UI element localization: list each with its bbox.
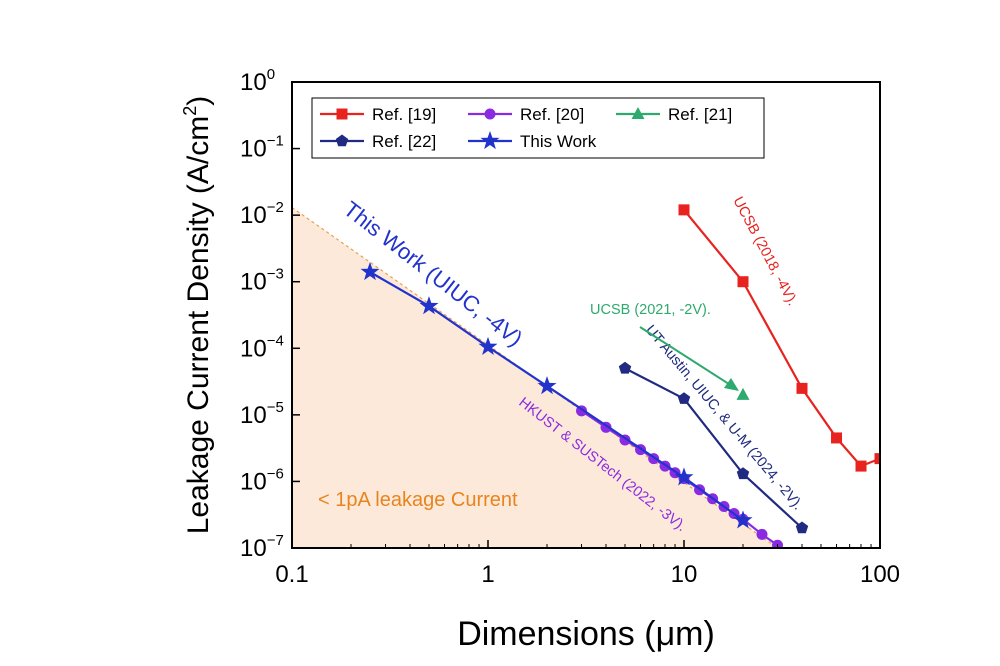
x-tick-label: 10: [671, 561, 698, 588]
data-point: [756, 528, 768, 540]
x-tick-label: 1: [481, 561, 494, 588]
data-point: [855, 460, 867, 472]
x-tick-label: 100: [860, 561, 900, 588]
legend-marker: [335, 134, 349, 147]
legend-item: Ref. [22]: [320, 132, 436, 151]
series-line: [624, 367, 803, 529]
y-tick-label: 10−4: [240, 332, 284, 362]
legend-label: Ref. [22]: [372, 132, 436, 151]
data-point: [736, 467, 750, 480]
y-tick-label: 10−1: [240, 133, 284, 163]
data-point: [736, 387, 750, 400]
legend-item: This Work: [468, 131, 597, 151]
data-point: [677, 392, 691, 404]
y-tick-label: 10−5: [240, 399, 284, 429]
y-tick-label: 100: [240, 66, 275, 96]
ucsb-2021-arrow: [639, 326, 739, 391]
annotation-ucsb-2021: UCSB (2021, -2V).: [590, 302, 711, 318]
series-line: [369, 271, 744, 522]
data-point: [419, 296, 439, 315]
data-point: [618, 361, 632, 374]
data-point: [831, 432, 843, 444]
legend-item: Ref. [20]: [468, 105, 584, 124]
y-tick-label: 10−2: [240, 199, 284, 229]
series-layer: [360, 204, 880, 548]
x-axis-label: Dimensions (μm): [457, 615, 715, 653]
data-point: [796, 382, 808, 394]
legend-item: Ref. [19]: [320, 105, 436, 124]
legend-marker: [631, 107, 645, 119]
data-point: [737, 276, 749, 288]
y-axis-label: Leakage Current Density (A/cm2): [180, 96, 215, 535]
data-point: [360, 262, 380, 281]
data-point: [874, 453, 880, 465]
legend-marker: [480, 131, 500, 150]
series-line: [683, 209, 880, 468]
series-0: [678, 204, 880, 472]
legend: Ref. [19] Ref. [20] Ref. [21] Ref. [22] This…: [311, 97, 765, 159]
annotation-ucsb-2018: UCSB (2018, -4V).: [729, 194, 800, 308]
data-point: [478, 336, 498, 355]
legend-label: Ref. [21]: [668, 105, 732, 124]
data-point: [733, 510, 753, 529]
data-point: [772, 539, 784, 548]
legend-label: This Work: [520, 132, 597, 151]
y-tick-label: 10−7: [240, 532, 284, 562]
plot-frame: [291, 81, 881, 549]
data-point: [678, 204, 690, 216]
legend-marker: [484, 108, 496, 120]
series-2: [736, 387, 750, 400]
y-tick-label: 10−6: [240, 465, 284, 495]
legend-marker: [336, 108, 348, 120]
legend-item: Ref. [21]: [616, 105, 732, 124]
data-point: [795, 521, 809, 534]
series-4: [360, 262, 753, 529]
x-tick-label: 0.1: [275, 561, 308, 588]
data-point: [674, 467, 694, 486]
axis-ticks: 0.1 1 10 100 10−7 10−6 10−5 10−4 10−3 10−2 10−1 100: [240, 66, 900, 588]
data-point: [537, 376, 557, 395]
y-tick-label: 10−3: [240, 266, 284, 296]
legend-label: Ref. [20]: [520, 105, 584, 124]
region-label: < 1pA leakage Current: [318, 489, 518, 511]
series-3: [618, 361, 809, 534]
legend-label: Ref. [19]: [372, 105, 436, 124]
